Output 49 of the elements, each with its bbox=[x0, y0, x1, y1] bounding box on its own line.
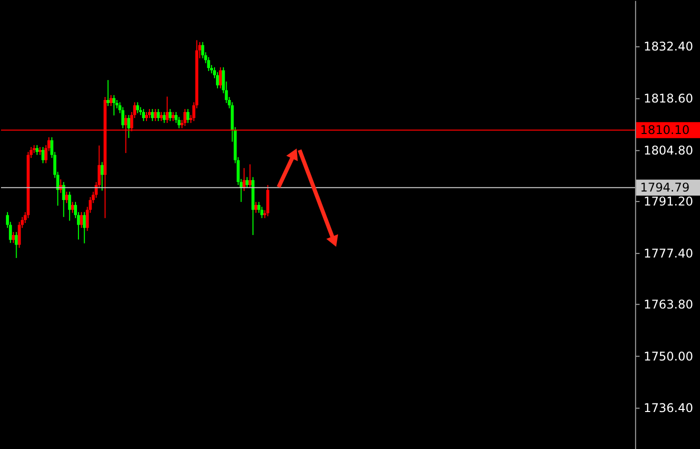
candlestick bbox=[65, 191, 68, 204]
candlestick bbox=[178, 116, 181, 129]
y-tick-label: 1777.40 bbox=[644, 246, 694, 261]
candlestick bbox=[246, 176, 249, 189]
candlestick bbox=[260, 206, 264, 219]
y-tick-label: 1750.00 bbox=[644, 350, 694, 364]
candlestick bbox=[62, 181, 66, 218]
candlestick bbox=[248, 164, 252, 189]
candlestick bbox=[166, 96, 169, 124]
candlestick bbox=[156, 108, 160, 122]
candlestick bbox=[80, 212, 83, 228]
candlestick bbox=[216, 72, 219, 89]
candlestick bbox=[254, 201, 258, 214]
candlestick bbox=[154, 108, 157, 122]
y-tick-label: 1763.80 bbox=[644, 298, 694, 312]
candlestick bbox=[148, 108, 151, 119]
candlestick bbox=[106, 80, 110, 107]
candlestick bbox=[110, 94, 112, 107]
candlestick bbox=[71, 201, 74, 214]
candlestick bbox=[82, 212, 86, 244]
ref-line-label: 1810.10 bbox=[640, 123, 690, 138]
ref-line-label: 1794.79 bbox=[640, 180, 690, 195]
candlestick bbox=[14, 232, 18, 258]
candlestick bbox=[144, 112, 148, 122]
candlestick bbox=[142, 108, 146, 122]
candlestick bbox=[168, 108, 172, 122]
y-tick-label: 1804.80 bbox=[644, 144, 694, 158]
candlestick bbox=[162, 112, 166, 124]
candlestick bbox=[121, 106, 124, 129]
candlestick bbox=[172, 112, 175, 122]
y-tick-label: 1832.40 bbox=[644, 40, 694, 54]
candlestick bbox=[150, 108, 154, 122]
y-tick-label: 1791.20 bbox=[644, 194, 694, 209]
candlestick bbox=[41, 146, 44, 164]
candlestick bbox=[68, 191, 72, 222]
candlestick bbox=[266, 184, 270, 217]
candlestick bbox=[100, 162, 104, 192]
candlestick bbox=[36, 144, 39, 156]
candlestick bbox=[183, 108, 186, 126]
y-tick-label: 1736.40 bbox=[644, 400, 694, 415]
y-tick-label: 1818.60 bbox=[644, 92, 694, 106]
candlestick bbox=[136, 102, 140, 114]
candlestick bbox=[127, 114, 130, 138]
candlestick bbox=[18, 221, 21, 248]
candlestick bbox=[186, 108, 190, 124]
candlestick bbox=[218, 66, 222, 89]
candlestick bbox=[12, 232, 15, 244]
candlestick bbox=[112, 94, 116, 116]
candlestick bbox=[201, 42, 204, 59]
